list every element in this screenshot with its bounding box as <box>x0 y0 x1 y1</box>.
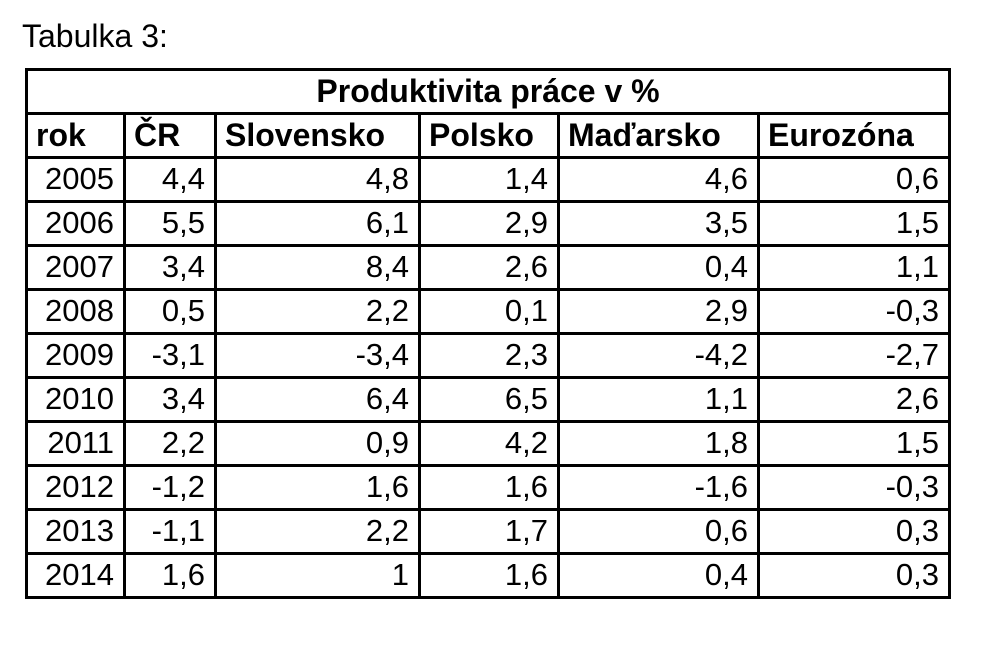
table-header-row: rok ČR Slovensko Polsko Maďarsko Eurozón… <box>25 111 952 159</box>
cell-value: 1,1 <box>756 243 952 291</box>
cell-value: 2,2 <box>214 287 421 335</box>
productivity-table: Produktivita práce v % rok ČR Slovensko … <box>24 67 952 599</box>
cell-value: 0,6 <box>557 507 760 555</box>
table-row: 2009 -3,1 -3,4 2,3 -4,2 -2,7 <box>25 331 952 379</box>
cell-value: 1 <box>214 551 421 599</box>
cell-value: -2,7 <box>756 331 952 379</box>
cell-value: 1,5 <box>756 199 952 247</box>
cell-value: 2,2 <box>123 419 217 467</box>
cell-value: 4,6 <box>557 155 760 203</box>
table-body: 2005 4,4 4,8 1,4 4,6 0,6 2006 5,5 6,1 2,9 3,5 1,5 20… <box>25 155 952 599</box>
table-row: 2014 1,6 1 1,6 0,4 0,3 <box>25 551 952 599</box>
document-page: Tabulka 3: Produktivita práce v % rok ČR… <box>0 18 1000 657</box>
cell-year: 2008 <box>25 287 126 335</box>
cell-value: -3,1 <box>123 331 217 379</box>
cell-value: 0,3 <box>756 507 952 555</box>
column-header-madarsko: Maďarsko <box>557 111 760 159</box>
cell-value: 0,5 <box>123 287 217 335</box>
cell-value: 1,6 <box>123 551 217 599</box>
cell-value: 0,9 <box>214 419 421 467</box>
cell-year: 2006 <box>25 199 126 247</box>
cell-value: 0,3 <box>756 551 952 599</box>
cell-value: -3,4 <box>214 331 421 379</box>
cell-value: 1,6 <box>418 463 560 511</box>
cell-value: -4,2 <box>557 331 760 379</box>
column-header-rok: rok <box>25 111 126 159</box>
cell-value: 1,4 <box>418 155 560 203</box>
cell-value: 2,9 <box>557 287 760 335</box>
cell-value: 1,7 <box>418 507 560 555</box>
cell-value: 6,5 <box>418 375 560 423</box>
cell-value: 1,1 <box>557 375 760 423</box>
cell-value: 8,4 <box>214 243 421 291</box>
cell-value: 4,4 <box>123 155 217 203</box>
table-row: 2013 -1,1 2,2 1,7 0,6 0,3 <box>25 507 952 555</box>
cell-value: 2,9 <box>418 199 560 247</box>
cell-value: 2,6 <box>418 243 560 291</box>
cell-year: 2011 <box>25 419 126 467</box>
cell-value: 6,1 <box>214 199 421 247</box>
column-header-slovensko: Slovensko <box>214 111 421 159</box>
table-caption: Produktivita práce v % <box>24 67 952 115</box>
table-row: 2005 4,4 4,8 1,4 4,6 0,6 <box>25 155 952 203</box>
table-caption-row: Produktivita práce v % <box>24 67 952 115</box>
cell-value: 4,2 <box>418 419 560 467</box>
column-header-eurozona: Eurozóna <box>756 111 952 159</box>
cell-value: 3,4 <box>123 243 217 291</box>
table-row: 2010 3,4 6,4 6,5 1,1 2,6 <box>25 375 952 423</box>
cell-value: 1,6 <box>418 551 560 599</box>
table-row: 2011 2,2 0,9 4,2 1,8 1,5 <box>25 419 952 467</box>
cell-value: 0,4 <box>557 243 760 291</box>
table-row: 2007 3,4 8,4 2,6 0,4 1,1 <box>25 243 952 291</box>
cell-value: 4,8 <box>214 155 421 203</box>
cell-year: 2007 <box>25 243 126 291</box>
cell-value: 0,6 <box>756 155 952 203</box>
cell-value: -0,3 <box>756 463 952 511</box>
page-title: Tabulka 3: <box>22 18 168 54</box>
cell-value: -0,3 <box>756 287 952 335</box>
cell-value: 1,5 <box>756 419 952 467</box>
cell-value: -1,2 <box>123 463 217 511</box>
cell-year: 2009 <box>25 331 126 379</box>
cell-value: 6,4 <box>214 375 421 423</box>
cell-value: 5,5 <box>123 199 217 247</box>
cell-year: 2013 <box>25 507 126 555</box>
table-row: 2006 5,5 6,1 2,9 3,5 1,5 <box>25 199 952 247</box>
table-row: 2008 0,5 2,2 0,1 2,9 -0,3 <box>25 287 952 335</box>
cell-year: 2014 <box>25 551 126 599</box>
cell-value: 2,2 <box>214 507 421 555</box>
column-header-cr: ČR <box>123 111 217 159</box>
cell-year: 2005 <box>25 155 126 203</box>
cell-value: -1,6 <box>557 463 760 511</box>
cell-value: 3,4 <box>123 375 217 423</box>
cell-value: 1,6 <box>214 463 421 511</box>
cell-year: 2010 <box>25 375 126 423</box>
cell-value: -1,1 <box>123 507 217 555</box>
cell-value: 0,4 <box>557 551 760 599</box>
cell-value: 0,1 <box>418 287 560 335</box>
cell-value: 1,8 <box>557 419 760 467</box>
cell-value: 3,5 <box>557 199 760 247</box>
table-row: 2012 -1,2 1,6 1,6 -1,6 -0,3 <box>25 463 952 511</box>
cell-value: 2,6 <box>756 375 952 423</box>
column-header-polsko: Polsko <box>418 111 560 159</box>
cell-value: 2,3 <box>418 331 560 379</box>
cell-year: 2012 <box>25 463 126 511</box>
